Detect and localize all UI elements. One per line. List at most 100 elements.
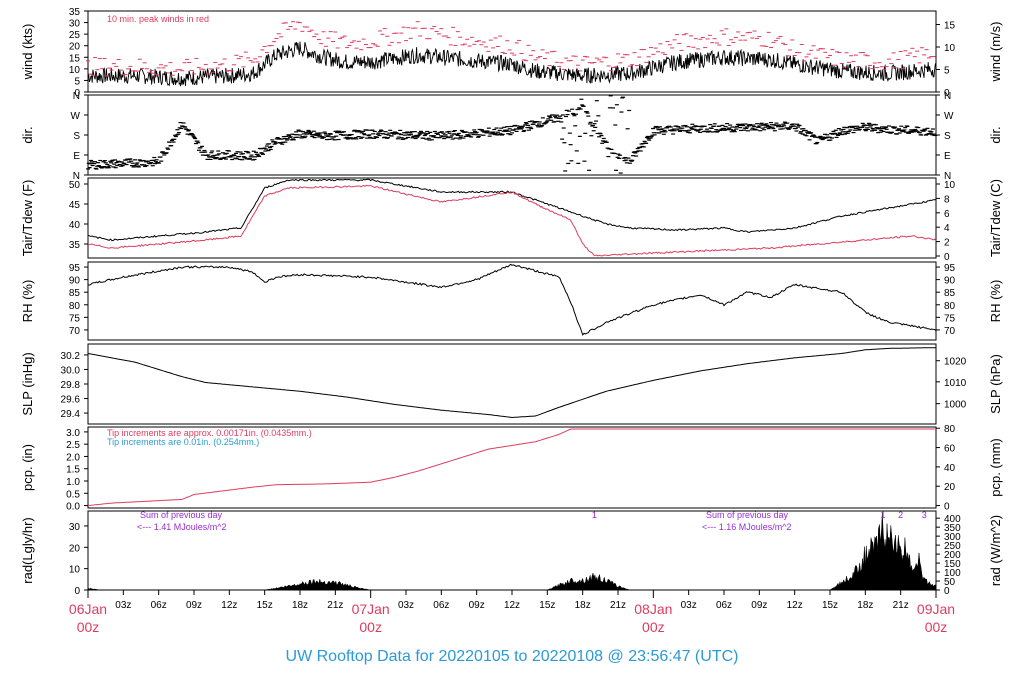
x-tick-label: 18z	[292, 600, 308, 611]
y-axis-label-right: dir.	[988, 126, 1003, 143]
y-tick-label-left: 3.0	[66, 428, 80, 439]
y-tick-label-left: 30	[69, 522, 81, 533]
panel-frame	[87, 261, 937, 341]
x-tick-label: 12z	[221, 600, 237, 611]
y-axis-label-right: SLP (hPa)	[988, 354, 1003, 414]
y-tick-label-right: 70	[944, 326, 956, 337]
y-tick-label-right: 250	[944, 541, 961, 552]
y-tick-label-right: 6	[944, 209, 950, 220]
y-tick-label-right: 20	[944, 482, 956, 493]
y-tick-label-right: 95	[944, 263, 956, 274]
y-tick-label-left: 75	[69, 313, 81, 324]
y-axis-label-left: SLP (inHg)	[20, 352, 35, 415]
y-tick-label-left: 80	[69, 301, 81, 312]
panel-frame	[87, 10, 937, 93]
y-tick-label-right: 85	[944, 288, 956, 299]
wind-annotation: 10 min. peak winds in red	[107, 14, 209, 24]
y-axis-label-right: Tair/Tdew (C)	[988, 179, 1003, 257]
y-tick-label-left: 85	[69, 288, 81, 299]
y-tick-label-right: N	[944, 91, 951, 102]
y-tick-label-right: 4	[944, 223, 950, 234]
y-tick-label-left: S	[73, 131, 80, 142]
y-tick-label-left: 29.8	[61, 380, 81, 391]
y-tick-label-left: 40	[69, 220, 81, 231]
y-tick-label-left: 5	[74, 76, 80, 87]
x-tick-label: 21z	[610, 600, 626, 611]
series-line-Tdew	[88, 184, 937, 257]
series-line-RH	[87, 263, 937, 336]
y-tick-label-right: 10	[944, 180, 956, 191]
x-tick-label: 18z	[575, 600, 591, 611]
x-tick-label: 03z	[115, 600, 131, 611]
y-tick-label-right: 75	[944, 313, 956, 324]
y-tick-label-left: 2.0	[66, 452, 80, 463]
y-tick-label-left: W	[71, 111, 81, 122]
x-day-label: 00z	[77, 619, 100, 635]
x-tick-label: 06z	[151, 600, 167, 611]
y-tick-label-left: 10	[69, 565, 81, 576]
y-tick-label-left: 30.0	[61, 365, 81, 376]
series-line-pcp	[87, 428, 936, 506]
x-day-label: 00z	[925, 619, 948, 635]
y-tick-label-right: 1020	[944, 357, 967, 368]
y-tick-label-right: 50	[944, 577, 956, 588]
y-tick-label-right: 8	[944, 194, 950, 205]
y-tick-label-left: 29.4	[61, 409, 81, 420]
rad-marker: 1	[592, 510, 597, 520]
x-tick-label: 12z	[504, 600, 520, 611]
rad-annotation: Sum of previous day	[706, 510, 789, 520]
y-tick-label-left: N	[73, 91, 80, 102]
y-tick-label-left: 20	[69, 543, 81, 554]
y-tick-label-right: 0	[944, 586, 950, 597]
y-tick-label-left: 1.5	[66, 465, 80, 476]
x-day-label: 00z	[642, 619, 665, 635]
x-tick-label: 15z	[822, 600, 838, 611]
y-axis-label-left: dir.	[20, 126, 35, 143]
y-tick-label-right: E	[944, 151, 951, 162]
y-tick-label-right: W	[944, 111, 954, 122]
y-tick-label-left: 45	[69, 200, 81, 211]
series-line-Tair	[87, 178, 937, 242]
x-tick-label: 18z	[857, 600, 873, 611]
y-tick-label-right: 1010	[944, 378, 967, 389]
x-tick-label: 03z	[398, 600, 414, 611]
x-day-label: 06Jan	[69, 601, 107, 617]
y-tick-label-right: 10	[944, 43, 956, 54]
y-tick-label-right: 2	[944, 238, 950, 249]
y-tick-label-right: 5	[944, 66, 950, 77]
y-axis-label-right: wind (m/s)	[988, 22, 1003, 83]
y-tick-label-left: 15	[69, 53, 81, 64]
rad-annotation: <--- 1.16 MJoules/m^2	[702, 522, 792, 532]
y-axis-label-left: Tair/Tdew (F)	[20, 180, 35, 257]
y-tick-label-right: 80	[944, 301, 956, 312]
y-axis-label-left: pcp. (in)	[20, 444, 35, 491]
x-day-label: 00z	[359, 619, 382, 635]
y-tick-label-left: 29.6	[61, 395, 81, 406]
y-tick-label-right: 1000	[944, 400, 967, 411]
y-tick-label-left: 90	[69, 276, 81, 287]
y-tick-label-left: 35	[69, 240, 81, 251]
x-day-label: 07Jan	[352, 601, 390, 617]
x-tick-label: 09z	[469, 600, 485, 611]
x-tick-label: 06z	[433, 600, 449, 611]
y-tick-label-right: 0	[944, 88, 950, 99]
series-line-wind	[87, 41, 937, 87]
y-tick-label-left: 20	[69, 42, 81, 53]
series-line-SLP	[87, 347, 937, 419]
y-tick-label-right: 150	[944, 559, 961, 570]
y-axis-label-left: rad(Lgly/hr)	[20, 517, 35, 583]
x-tick-label: 06z	[716, 600, 732, 611]
y-axis-label-right: rad (W/m^2)	[988, 515, 1003, 586]
panel-frame	[87, 177, 937, 259]
page-title: UW Rooftop Data for 20220105 to 20220108…	[285, 648, 739, 665]
y-tick-label-right: 100	[944, 568, 961, 579]
rad-marker: 1	[880, 510, 885, 520]
y-tick-label-right: 350	[944, 523, 961, 534]
y-tick-label-left: N	[73, 171, 80, 182]
y-tick-label-right: 60	[944, 444, 956, 455]
y-tick-label-left: 0.0	[66, 502, 80, 513]
y-tick-label-right: 90	[944, 276, 956, 287]
y-tick-label-left: 50	[69, 180, 81, 191]
y-tick-label-right: 80	[944, 424, 956, 435]
